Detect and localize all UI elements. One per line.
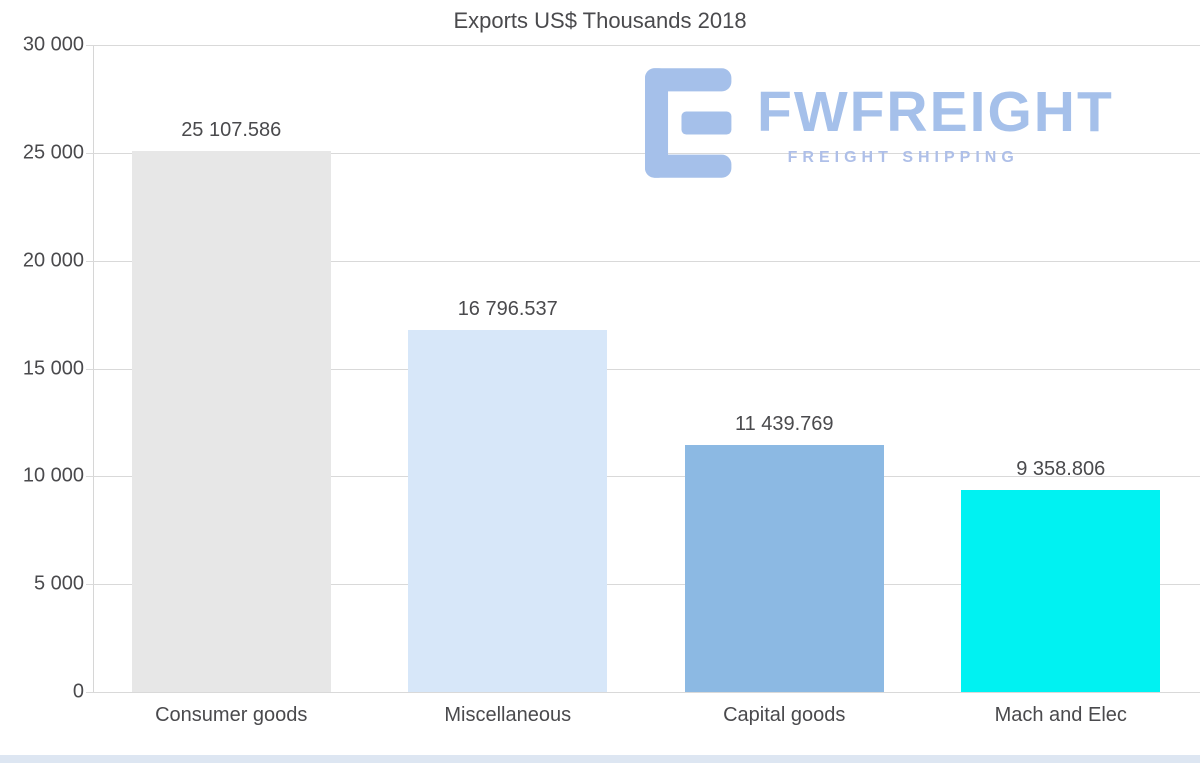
plot-area [86,45,1200,693]
watermark: FWFREIGHT FREIGHT SHIPPING [645,68,1114,178]
watermark-tagline: FREIGHT SHIPPING [787,149,1019,166]
y-tick-label: 10 000 [22,464,84,487]
bar-value-label: 9 358.806 [1016,458,1106,481]
y-tick-label: 15 000 [22,357,84,379]
bar-group: 9 358.806 [923,45,1200,692]
x-category-label: Capital goods [723,704,846,726]
y-tick-label: 30 000 [22,33,84,56]
bar-consumer-goods [131,150,331,692]
bar-group: 11 439.769 [646,45,923,692]
y-tick-label: 20 000 [22,249,84,272]
gridline [86,692,1200,693]
bar-capital-goods [684,445,884,692]
bar-miscellaneous [408,329,608,692]
x-labels: Consumer goods Miscellaneous Capital goods… [93,704,1199,727]
gridline [86,260,1200,262]
bars: 25 107.586 16 796.537 11 439.769 9 358.806 [93,45,1199,692]
x-category-label: Mach and Elec [994,704,1127,726]
bar-value-label: 25 107.586 [181,118,282,141]
fwfreight-logo-icon [645,68,732,178]
bar-group: 25 107.586 [93,45,370,692]
x-category-label: Consumer goods [155,704,308,726]
y-tick-label: 0 [72,680,84,703]
y-tick-label: 5 000 [33,572,84,595]
gridline [86,476,1200,478]
bar-value-label: 16 796.537 [457,297,558,320]
gridline [86,152,1200,154]
gridline [86,584,1200,586]
watermark-brand: FWFREIGHT [757,80,1114,144]
bar-mach-and-elec [961,490,1161,692]
bar-value-label: 11 439.769 [734,413,834,436]
bar-group: 16 796.537 [370,45,647,692]
bottom-strip [0,755,1200,763]
gridline [86,45,1200,46]
y-axis: 30 000 25 000 20 000 15 000 10 000 5 000 0 [0,34,84,703]
chart-title: Exports US$ Thousands 2018 [453,8,747,33]
gridline [86,368,1200,370]
x-category-label: Miscellaneous [444,704,572,726]
watermark-text: FWFREIGHT FREIGHT SHIPPING [757,84,1114,167]
y-tick-label: 25 000 [22,141,84,164]
